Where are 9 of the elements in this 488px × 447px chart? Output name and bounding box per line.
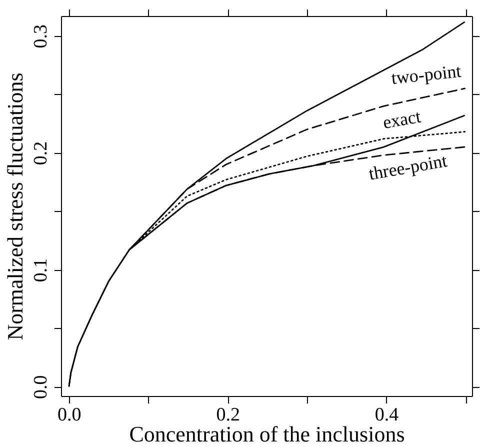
y-tick-label: 0.2 — [30, 141, 52, 166]
y-tick-label: 0.0 — [30, 375, 52, 400]
text: exact — [381, 106, 422, 133]
text: three-point — [367, 150, 448, 184]
x-tick-label: 0.0 — [58, 404, 82, 426]
y-axis-title: Normalized stress fluctuations — [2, 72, 28, 340]
text: two-point — [390, 60, 462, 88]
y-tick-label: 0.1 — [30, 258, 52, 282]
y-tick-label: 0.3 — [30, 24, 52, 48]
